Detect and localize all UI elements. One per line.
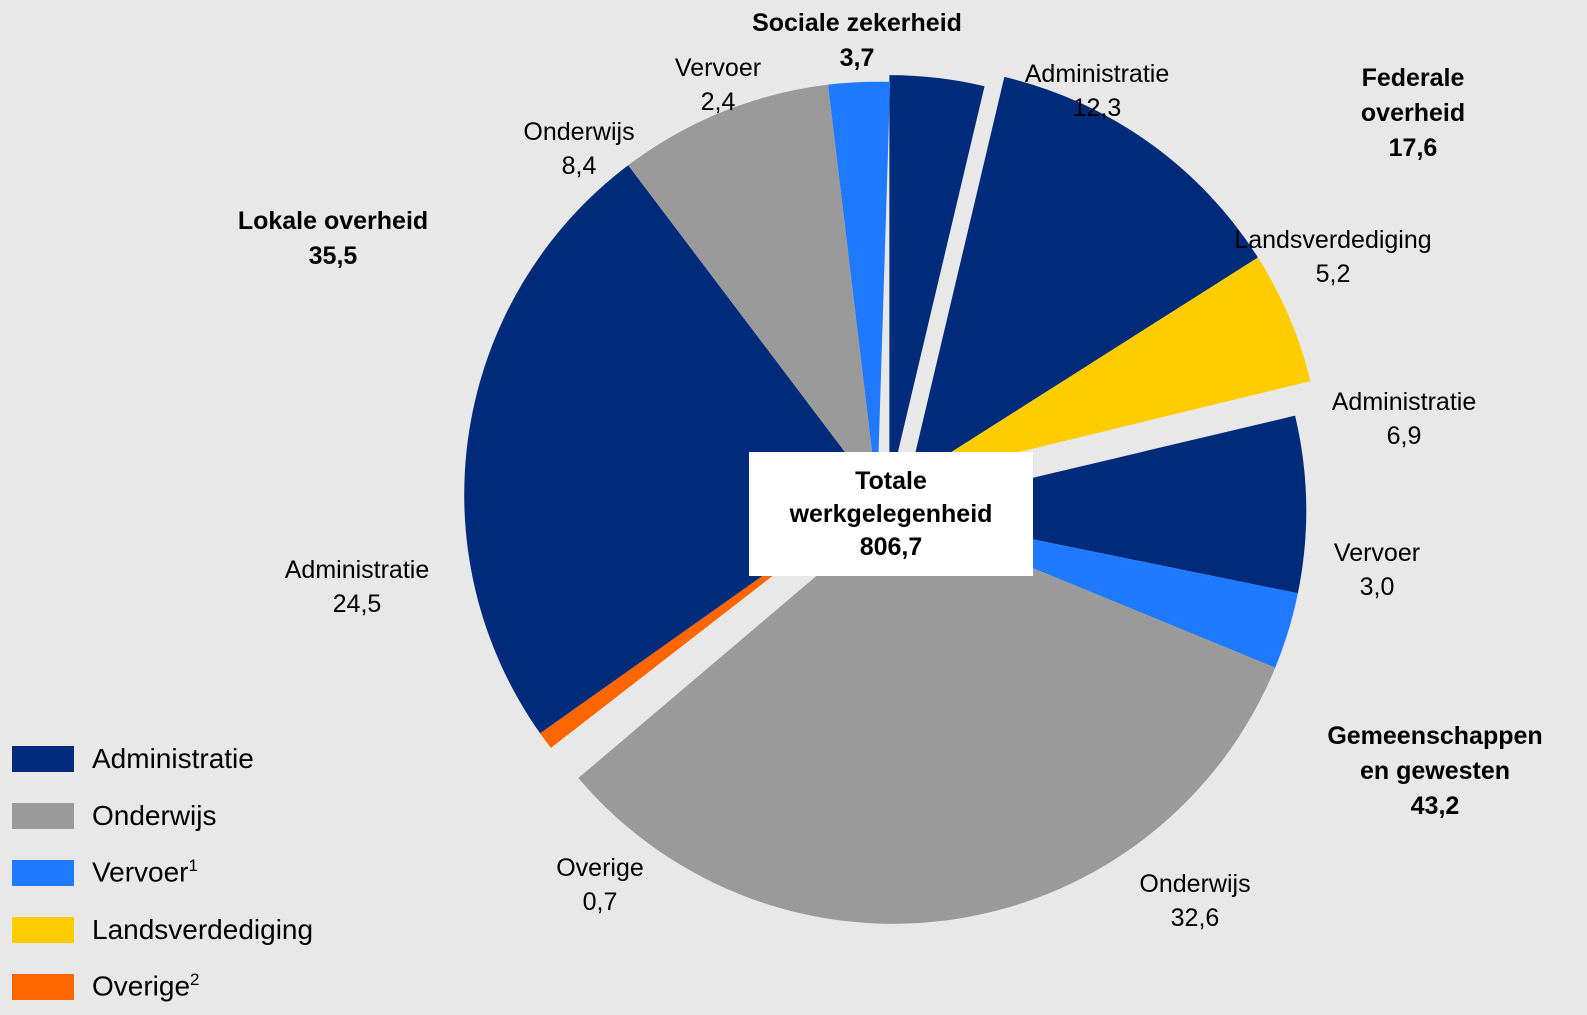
group-label-1-line-2: 17,6 [1389, 134, 1438, 162]
total-employment-box: Totale werkgelegenheid 806,7 [749, 452, 1033, 576]
slice-value-3-3: 2,4 [701, 88, 736, 116]
pie-slice-0-0 [889, 75, 985, 489]
slice-value-3-1: 24,5 [333, 590, 382, 618]
slice-label-3-2: Onderwijs [523, 118, 634, 146]
legend-swatch [12, 859, 74, 886]
slice-label-3-3: Vervoer [675, 54, 761, 82]
slice-value-2-2: 32,6 [1171, 904, 1220, 932]
slice-label-2-2: Onderwijs [1139, 870, 1250, 898]
legend-item-administratie: Administratie [12, 730, 313, 787]
legend-label: Administratie [92, 742, 254, 774]
legend-swatch [12, 973, 74, 1000]
center-label-line-1: Totale [855, 466, 927, 495]
slice-value-3-0: 0,7 [583, 888, 618, 916]
legend-label: Onderwijs [92, 799, 217, 831]
group-label-3-line-1: 35,5 [309, 242, 358, 270]
group-label-1-line-0: Federale [1362, 64, 1465, 92]
center-label-line-3: 806,7 [859, 532, 923, 561]
slice-label-1-0: Administratie [1025, 60, 1170, 88]
slice-value-3-2: 8,4 [562, 152, 597, 180]
group-label-3-line-0: Lokale overheid [238, 207, 428, 235]
legend-swatch [12, 745, 74, 772]
legend-label: Landsverdediging [92, 913, 314, 945]
pie-slice-2-2 [578, 510, 1276, 924]
group-label-2-line-2: 43,2 [1411, 792, 1460, 820]
legend-swatch [12, 802, 74, 829]
legend: Administratie Onderwijs Vervoer1 Landsverde… [12, 730, 313, 1015]
legend-label: Overige2 [92, 970, 200, 1002]
slice-value-2-1: 3,0 [1360, 573, 1395, 601]
group-label-2-line-1: en gewesten [1360, 757, 1510, 785]
slice-label-2-0: Administratie [1332, 388, 1477, 416]
group-label-2-line-0: Gemeenschappen [1327, 722, 1542, 750]
legend-item-vervoer: Vervoer1 [12, 844, 313, 901]
slice-group-0 [889, 75, 985, 489]
slice-group-1 [909, 76, 1311, 479]
legend-footnote-marker: 1 [188, 856, 198, 876]
slice-label-1-1: Landsverdediging [1234, 226, 1431, 254]
legend-swatch [12, 916, 74, 943]
pie-slice-3-1 [464, 165, 878, 734]
legend-item-landsverdediging: Landsverdediging [12, 901, 313, 958]
legend-label: Vervoer1 [92, 856, 198, 888]
group-label-0-line-1: 3,7 [840, 44, 875, 72]
slice-value-2-0: 6,9 [1387, 422, 1422, 450]
pie-slice-1-1 [909, 257, 1311, 479]
legend-item-onderwijs: Onderwijs [12, 787, 313, 844]
group-label-0-line-0: Sociale zekerheid [752, 9, 962, 37]
center-label-line-2: werkgelegenheid [789, 499, 993, 528]
legend-item-overige: Overige2 [12, 958, 313, 1015]
pie-slice-3-3 [828, 81, 891, 495]
slice-group-3 [464, 81, 891, 748]
group-label-1-line-1: overheid [1361, 99, 1465, 127]
pie-slice-2-0 [893, 415, 1307, 594]
pie-slice-1-0 [909, 76, 1258, 479]
slice-label-3-1: Administratie [285, 556, 430, 584]
slice-value-1-1: 5,2 [1316, 260, 1351, 288]
slice-label-3-0: Overige [556, 854, 644, 882]
slice-label-2-1: Vervoer [1334, 539, 1420, 567]
slice-value-1-0: 12,3 [1073, 94, 1122, 122]
pie-slice-3-2 [628, 84, 878, 495]
legend-footnote-marker: 2 [190, 970, 200, 990]
